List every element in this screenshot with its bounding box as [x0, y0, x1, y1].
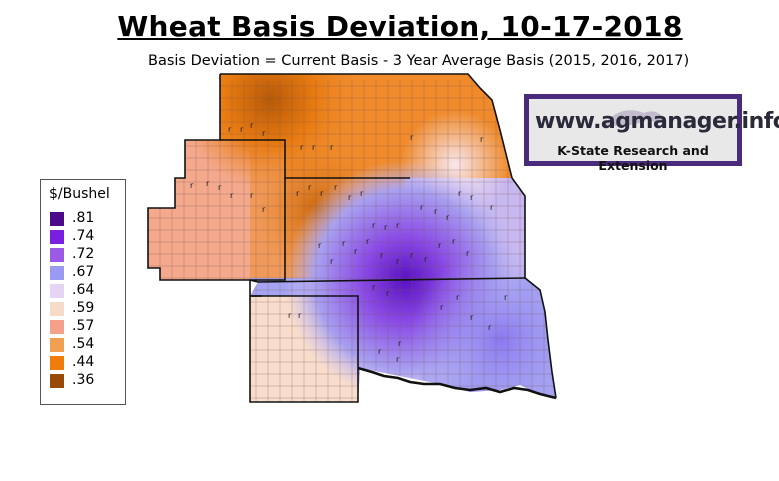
svg-text:r: r: [396, 257, 400, 266]
legend-label: .59: [72, 300, 95, 316]
svg-text:r: r: [230, 191, 234, 200]
legend: $/Bushel .81 .74 .72 .67 .64 .59 .57 .54…: [40, 179, 126, 405]
state-borders: [147, 73, 557, 403]
svg-text:r: r: [386, 289, 390, 298]
svg-text:r: r: [330, 143, 334, 152]
legend-swatch: [50, 230, 64, 244]
svg-text:r: r: [228, 125, 232, 134]
svg-text:r: r: [318, 241, 322, 250]
legend-label: .36: [72, 372, 95, 388]
map-subtitle: Basis Deviation = Current Basis - 3 Year…: [148, 53, 690, 69]
red-river-border: [357, 366, 557, 400]
svg-text:r: r: [470, 193, 474, 202]
legend-title: $/Bushel: [49, 186, 110, 202]
svg-text:r: r: [262, 129, 266, 138]
svg-text:r: r: [330, 257, 334, 266]
brand-org: K-State Research and Extension: [557, 143, 709, 173]
svg-text:r: r: [240, 125, 244, 134]
svg-text:r: r: [206, 179, 210, 188]
svg-text:r: r: [380, 251, 384, 260]
svg-text:r: r: [262, 205, 266, 214]
svg-text:r: r: [480, 135, 484, 144]
svg-text:r: r: [366, 237, 370, 246]
svg-text:r: r: [504, 293, 508, 302]
legend-swatch: [50, 320, 64, 334]
svg-text:r: r: [250, 121, 254, 130]
legend-item: .72: [50, 246, 122, 263]
wildcat-watermark-icon: [604, 110, 665, 126]
svg-text:r: r: [398, 339, 402, 348]
legend-label: .57: [72, 318, 95, 334]
svg-text:r: r: [296, 189, 300, 198]
legend-label: .64: [72, 282, 95, 298]
legend-item: .64: [50, 282, 122, 299]
legend-swatch: [50, 212, 64, 226]
svg-text:r: r: [354, 247, 358, 256]
svg-text:r: r: [218, 183, 222, 192]
svg-text:r: r: [396, 355, 400, 364]
svg-text:r: r: [452, 237, 456, 246]
svg-text:r: r: [440, 303, 444, 312]
svg-text:r: r: [348, 193, 352, 202]
agmanager-logo[interactable]: www.agmanager.info K-State Research and …: [524, 94, 779, 173]
legend-label: .72: [72, 246, 95, 262]
svg-text:r: r: [334, 183, 338, 192]
svg-text:r: r: [384, 223, 388, 232]
svg-text:r: r: [342, 239, 346, 248]
svg-text:r: r: [420, 203, 424, 212]
legend-item: .57: [50, 318, 122, 335]
svg-text:r: r: [372, 283, 376, 292]
svg-text:r: r: [190, 181, 194, 190]
legend-swatch: [50, 338, 64, 352]
legend-label: .54: [72, 336, 95, 352]
map-title: Wheat Basis Deviation, 10-17-2018: [117, 10, 683, 43]
svg-text:r: r: [378, 347, 382, 356]
svg-text:r: r: [410, 133, 414, 142]
svg-text:r: r: [456, 293, 460, 302]
legend-swatch: [50, 266, 64, 280]
legend-item: .74: [50, 228, 122, 245]
legend-item: .44: [50, 354, 122, 371]
legend-swatch: [50, 356, 64, 370]
svg-text:r: r: [488, 323, 492, 332]
svg-text:r: r: [410, 251, 414, 260]
legend-label: .81: [72, 210, 95, 226]
legend-item: .54: [50, 336, 122, 353]
legend-label: .67: [72, 264, 95, 280]
brand-url: www.agmanager.info: [535, 109, 779, 134]
legend-label: .44: [72, 354, 95, 370]
svg-text:r: r: [458, 189, 462, 198]
legend-item: .67: [50, 264, 122, 281]
svg-text:r: r: [320, 189, 324, 198]
svg-text:r: r: [288, 311, 292, 320]
svg-text:r: r: [434, 207, 438, 216]
svg-text:r: r: [298, 311, 302, 320]
svg-text:r: r: [300, 143, 304, 152]
legend-swatch: [50, 302, 64, 316]
legend-label: .74: [72, 228, 95, 244]
svg-text:r: r: [372, 221, 376, 230]
svg-text:r: r: [446, 213, 450, 222]
svg-text:r: r: [438, 241, 442, 250]
svg-text:r: r: [396, 221, 400, 230]
svg-text:r: r: [466, 249, 470, 258]
legend-item: .59: [50, 300, 122, 317]
legend-swatch: [50, 284, 64, 298]
legend-swatch: [50, 248, 64, 262]
legend-item: .81: [50, 210, 122, 227]
svg-text:r: r: [424, 255, 428, 264]
svg-text:r: r: [490, 203, 494, 212]
svg-text:r: r: [470, 313, 474, 322]
svg-text:r: r: [250, 191, 254, 200]
svg-text:r: r: [312, 143, 316, 152]
legend-swatch: [50, 374, 64, 388]
svg-text:r: r: [360, 189, 364, 198]
legend-item: .36: [50, 372, 122, 389]
svg-text:r: r: [308, 183, 312, 192]
